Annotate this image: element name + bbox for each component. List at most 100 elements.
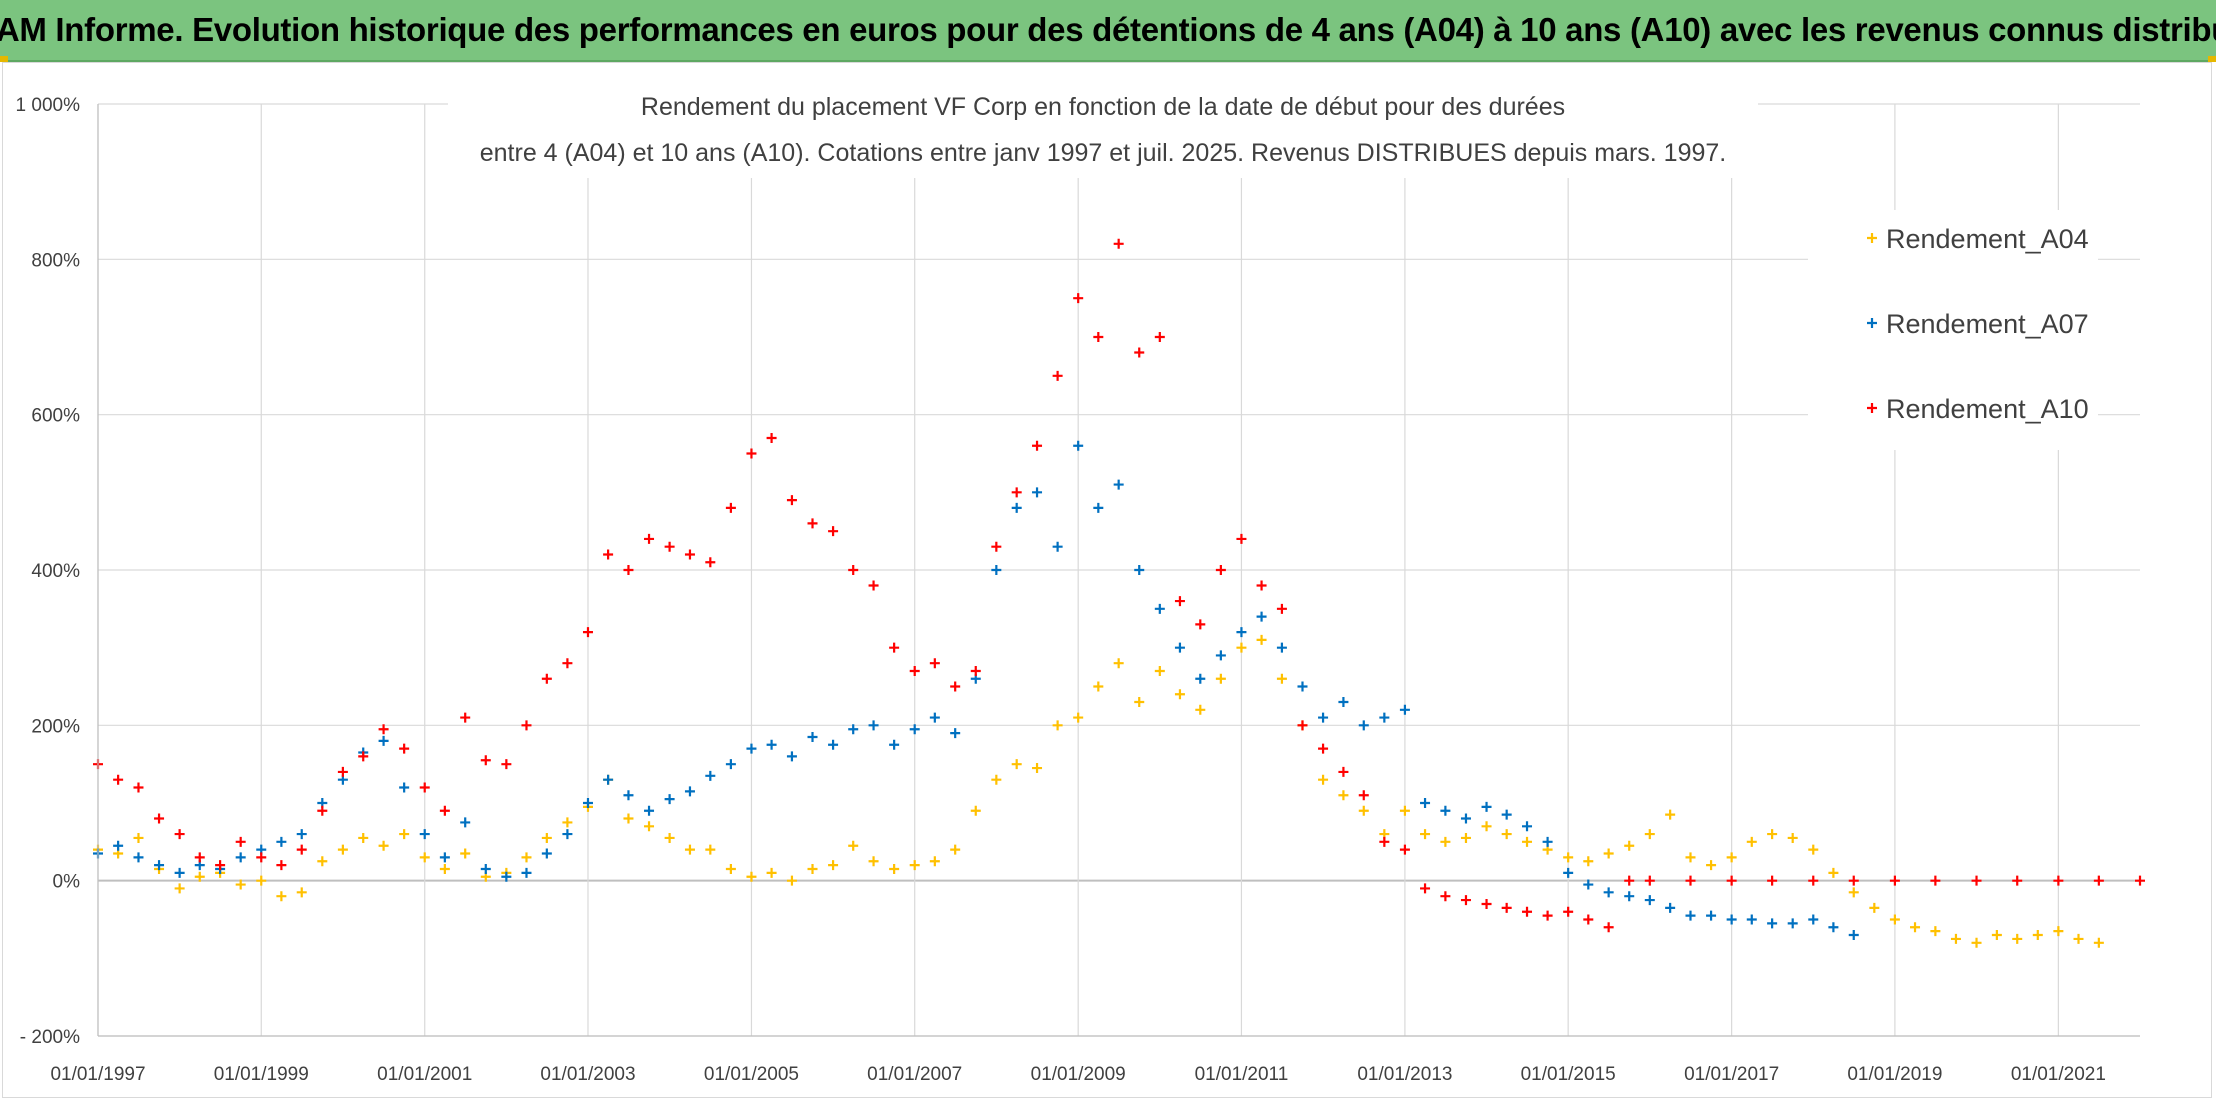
x-tick-label: 01/01/2003	[540, 1064, 635, 1085]
data-point	[1174, 689, 1185, 700]
y-tick-label: 1 000%	[16, 95, 81, 116]
data-point	[1501, 902, 1512, 913]
data-point	[378, 735, 389, 746]
data-point	[1215, 565, 1226, 575]
data-point	[1542, 836, 1553, 847]
data-point	[1073, 293, 1084, 304]
data-point	[399, 782, 410, 793]
data-point	[1134, 347, 1145, 358]
x-tick-label: 01/01/2013	[1357, 1064, 1452, 1085]
data-point	[1685, 875, 1696, 886]
chart-title-line-2: entre 4 (A04) et 10 ans (A10). Cotations…	[480, 139, 1727, 167]
data-point	[378, 840, 389, 851]
data-point	[521, 720, 532, 731]
data-point	[1624, 875, 1635, 886]
data-point	[705, 844, 716, 855]
x-tick-label: 01/01/1997	[50, 1064, 145, 1085]
data-point	[154, 813, 165, 824]
data-point	[684, 786, 695, 797]
data-point	[2012, 933, 2023, 944]
data-point	[582, 627, 593, 638]
data-point	[1420, 798, 1431, 808]
data-point	[1236, 533, 1247, 544]
data-point	[623, 565, 634, 575]
data-point	[480, 864, 491, 875]
data-point	[358, 832, 369, 843]
data-point	[1011, 759, 1022, 770]
data-point	[1644, 895, 1655, 906]
data-points	[93, 238, 2145, 948]
legend-marker	[1867, 233, 1877, 243]
data-point	[786, 495, 797, 506]
data-point	[1624, 840, 1635, 851]
data-point	[133, 832, 144, 843]
data-point	[1787, 832, 1798, 843]
x-tick-label: 01/01/2017	[1684, 1064, 1779, 1085]
data-point	[133, 852, 144, 863]
data-point	[480, 755, 491, 766]
data-point	[664, 541, 675, 552]
data-point	[2135, 875, 2145, 886]
data-point	[562, 817, 573, 828]
data-point	[439, 852, 450, 863]
series-rendement-a10	[93, 238, 2145, 933]
data-point	[235, 836, 246, 847]
data-point	[766, 432, 777, 443]
data-point	[725, 502, 736, 513]
data-point	[2073, 933, 2084, 944]
data-point	[1563, 867, 1574, 878]
data-point	[1113, 238, 1124, 249]
data-point	[644, 533, 655, 544]
data-point	[1011, 487, 1022, 498]
data-point	[582, 798, 593, 808]
data-point	[1154, 603, 1165, 614]
x-tick-label: 01/01/1999	[214, 1064, 309, 1085]
data-point	[991, 541, 1002, 552]
data-point	[1440, 836, 1451, 847]
data-point	[1644, 875, 1655, 886]
data-point	[399, 829, 410, 840]
data-point	[746, 871, 757, 882]
data-point	[1563, 906, 1574, 917]
series-rendement-a07	[93, 440, 1859, 941]
x-tick-label: 01/01/2005	[704, 1064, 799, 1085]
data-point	[1399, 805, 1410, 816]
data-point	[1583, 856, 1594, 867]
data-point	[664, 832, 675, 843]
data-point	[2093, 875, 2104, 886]
legend-marker	[1867, 403, 1877, 413]
data-point	[705, 770, 716, 781]
data-point	[603, 549, 614, 560]
data-point	[868, 720, 879, 731]
data-point	[1848, 930, 1859, 941]
data-point	[1276, 673, 1287, 684]
data-point	[1440, 805, 1451, 816]
data-point	[174, 867, 185, 878]
data-point	[1563, 852, 1574, 863]
data-point	[296, 829, 307, 840]
data-point	[1665, 809, 1676, 820]
data-point	[2053, 875, 2064, 886]
data-point	[1501, 809, 1512, 820]
data-point	[1991, 930, 2002, 941]
data-point	[1889, 914, 1900, 925]
data-point	[1236, 642, 1247, 653]
data-point	[2032, 930, 2043, 941]
data-point	[1215, 650, 1226, 661]
data-point	[1195, 619, 1206, 630]
data-point	[1930, 875, 1941, 886]
data-point	[725, 864, 736, 875]
legend-label: Rendement_A10	[1886, 394, 2089, 424]
data-point	[929, 712, 940, 723]
legend-marker	[1867, 318, 1877, 328]
data-point	[1379, 712, 1390, 723]
data-point	[1460, 895, 1471, 906]
data-point	[991, 774, 1002, 785]
data-point	[419, 852, 430, 863]
data-point	[828, 739, 839, 750]
data-point	[848, 724, 859, 735]
data-point	[1726, 852, 1737, 863]
data-point	[378, 724, 389, 735]
data-point	[1481, 801, 1492, 812]
data-point	[868, 856, 879, 867]
